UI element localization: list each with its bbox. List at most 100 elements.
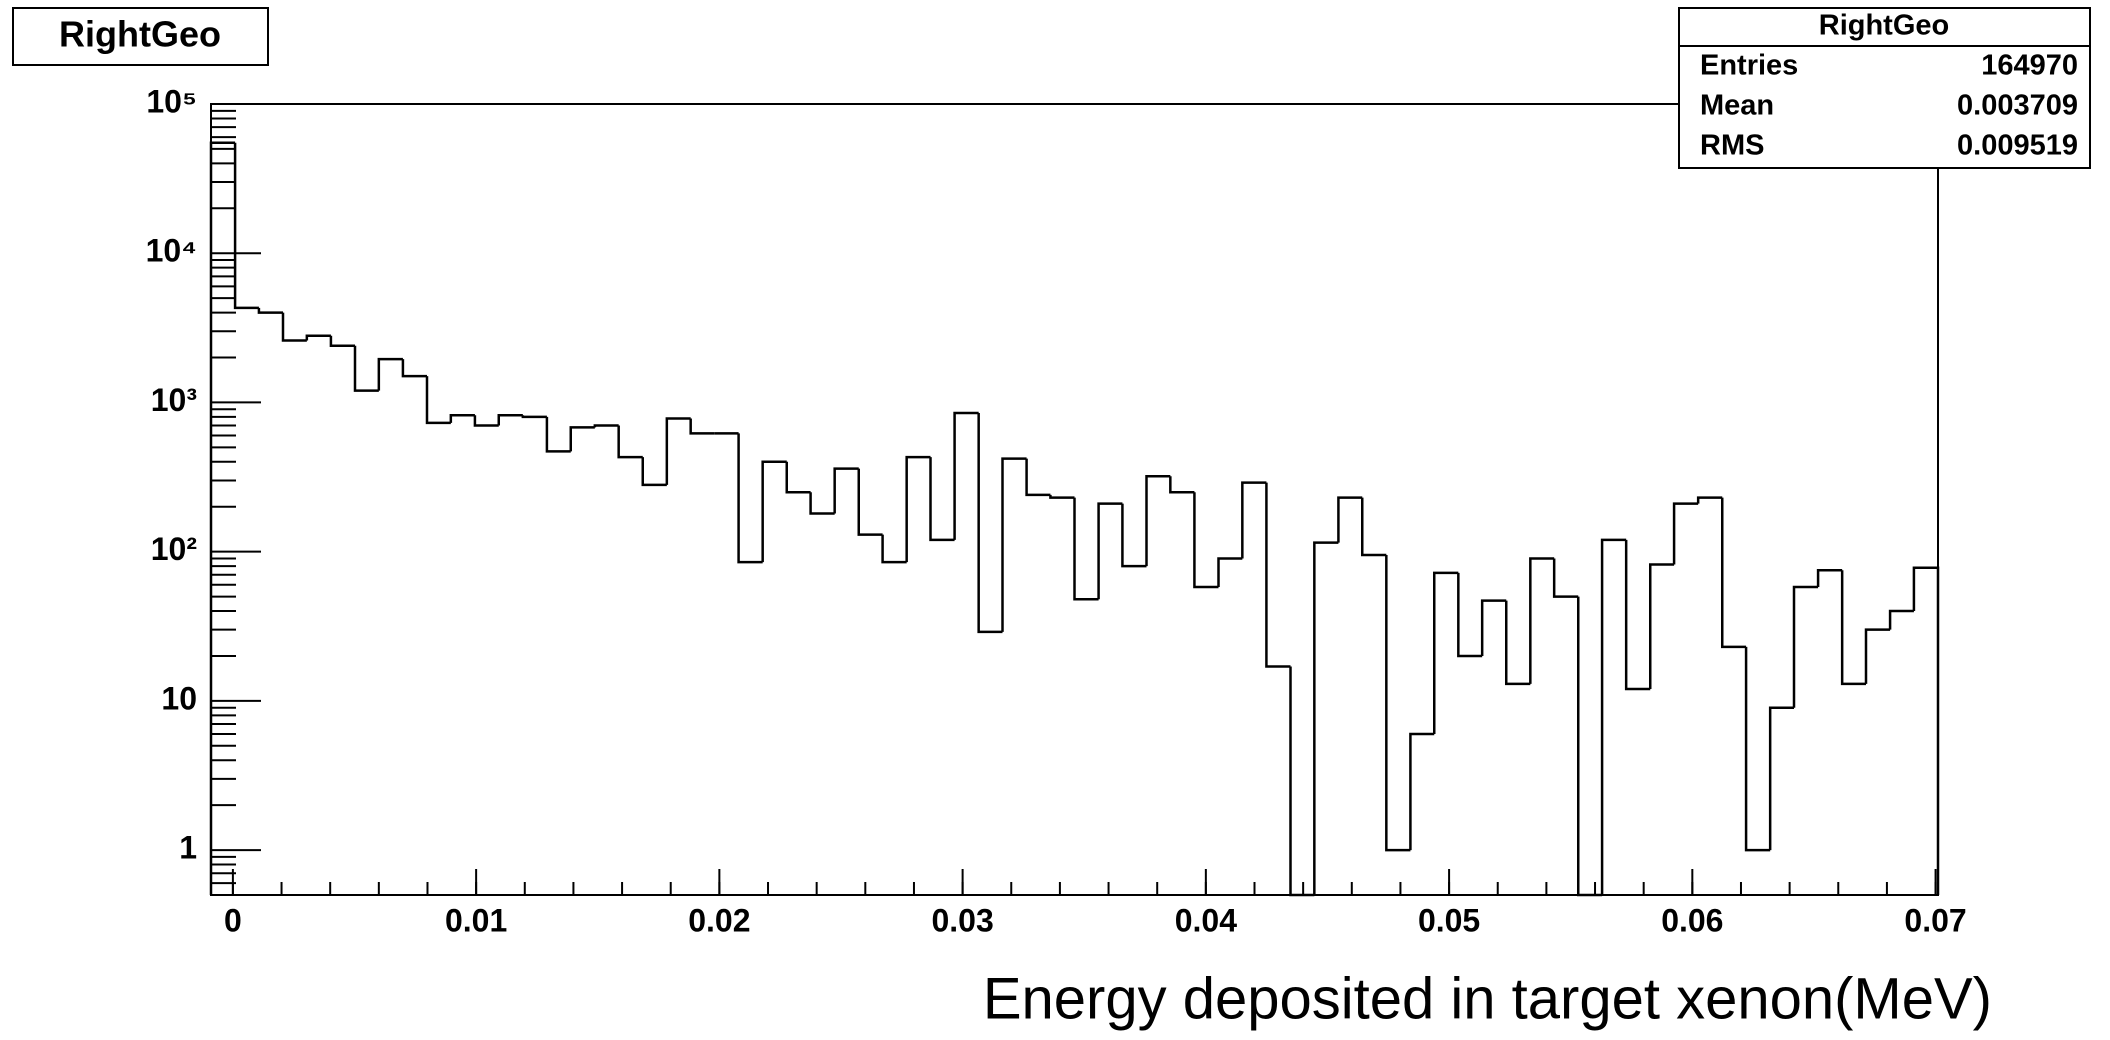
bin — [473, 415, 499, 427]
bin — [1624, 539, 1651, 691]
bin — [809, 492, 835, 515]
bin — [1169, 476, 1195, 494]
bin — [1001, 457, 1027, 632]
stats-value: 0.009519 — [1957, 130, 2078, 162]
x-tick-label: 0.07 — [1904, 902, 1966, 938]
bin — [833, 467, 859, 514]
bin — [1241, 481, 1267, 559]
bin — [977, 412, 1003, 634]
bin — [377, 357, 403, 391]
stats-name: RMS — [1700, 130, 1764, 162]
bin — [1552, 558, 1579, 598]
x-tick-label: 0.03 — [931, 902, 993, 938]
bin — [881, 534, 907, 564]
bin — [1529, 557, 1555, 684]
bin — [1792, 585, 1819, 708]
bin — [1409, 732, 1435, 851]
bin — [1265, 482, 1291, 668]
bin — [689, 418, 715, 435]
bin — [1121, 503, 1147, 568]
bin — [1097, 502, 1123, 600]
bin — [545, 416, 571, 453]
bin — [665, 417, 691, 485]
y-tick-label: 10³ — [151, 382, 197, 418]
stats-rows: Entries 164970 Mean 0.003709 RMS 0.009519 — [1700, 50, 2078, 162]
x-tick-label: 0.04 — [1175, 902, 1237, 938]
bin — [281, 312, 307, 342]
bin — [1505, 600, 1531, 686]
x-tick-label: 0.06 — [1661, 902, 1723, 938]
bin — [1049, 494, 1075, 499]
bin — [1840, 570, 1866, 686]
bin — [1337, 496, 1363, 543]
bin — [449, 414, 475, 423]
plot: 1 10 10² 10³ 10⁴ 10⁵ 0 0.01 0.02 0.03 0.04 0.05 0.06… — [146, 83, 1967, 938]
x-tick-label: 0.05 — [1418, 902, 1480, 938]
bin — [617, 425, 643, 459]
stats-name: Mean — [1700, 90, 1774, 122]
bin — [929, 457, 955, 542]
bin — [1696, 496, 1723, 504]
x-tick-label: 0 — [224, 902, 242, 938]
bin — [1577, 596, 1603, 897]
bin — [401, 359, 427, 378]
stats-box — [1678, 7, 2091, 169]
stats-value: 164970 — [1981, 50, 2078, 82]
y-tick-label: 1 — [179, 830, 197, 866]
bin — [641, 457, 667, 487]
bin — [761, 460, 787, 563]
bin — [1480, 599, 1507, 656]
bin — [1888, 609, 1914, 630]
bin — [1768, 706, 1794, 851]
x-tick-label: 0.02 — [688, 902, 750, 938]
bin — [353, 345, 379, 392]
bin — [1649, 563, 1675, 690]
title-box — [12, 7, 269, 66]
bin — [1073, 497, 1099, 601]
bin — [1025, 458, 1051, 497]
y-tick-label: 10⁵ — [146, 83, 197, 119]
bin — [905, 455, 931, 563]
bin — [737, 433, 763, 564]
bin — [305, 334, 331, 341]
bin — [1600, 538, 1627, 895]
bin — [953, 411, 979, 540]
bin — [1816, 569, 1843, 587]
bin — [569, 426, 595, 452]
y-tick-label: 10² — [151, 531, 197, 567]
bin — [1433, 571, 1459, 734]
bin — [521, 415, 547, 419]
bin — [329, 335, 355, 347]
bin — [1289, 666, 1315, 897]
bin — [209, 141, 236, 895]
bin — [425, 376, 451, 425]
bin — [1744, 646, 1771, 852]
bin — [497, 414, 523, 426]
stats-title: RightGeo — [1819, 10, 1950, 42]
stats-value: 0.003709 — [1957, 90, 2078, 122]
bin — [1385, 554, 1411, 852]
bin — [1361, 497, 1387, 557]
bin — [785, 461, 811, 494]
bin — [1721, 497, 1747, 649]
x-tick-label: 0.01 — [445, 902, 507, 938]
bin — [1672, 502, 1699, 565]
bin — [1193, 492, 1219, 589]
bin — [1457, 572, 1483, 658]
bin — [593, 424, 619, 428]
y-tick-label: 10⁴ — [146, 233, 197, 269]
bin — [1864, 628, 1891, 684]
bin — [1912, 566, 1940, 895]
bin — [1145, 475, 1171, 567]
x-axis-title: Energy deposited in target xenon(MeV) — [983, 966, 1992, 1031]
bin — [257, 307, 283, 314]
bin — [1217, 557, 1243, 587]
y-tick-label: 10 — [161, 680, 197, 716]
bin — [857, 468, 883, 536]
stats-name: Entries — [1700, 50, 1798, 82]
chart-title: RightGeo — [59, 14, 221, 55]
bin — [1313, 541, 1339, 895]
bin — [233, 142, 259, 310]
